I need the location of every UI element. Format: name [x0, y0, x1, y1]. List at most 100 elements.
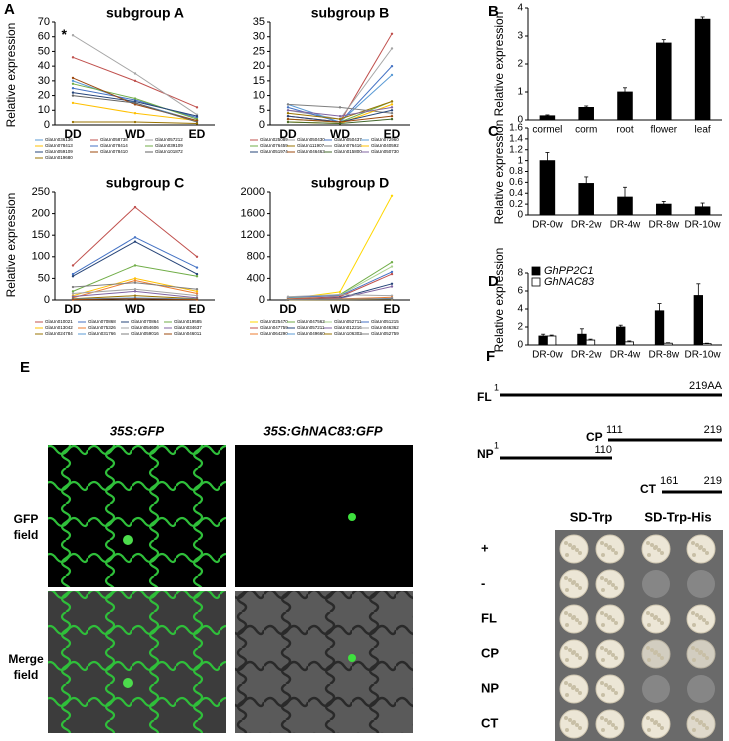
point: [133, 79, 137, 83]
colony-texture: [614, 551, 618, 555]
colony-texture: [647, 553, 651, 557]
y-axis-label: Relative expression: [4, 23, 18, 128]
colony-texture: [646, 611, 650, 615]
colony-texture: [660, 621, 664, 625]
point: [133, 97, 137, 100]
point: [195, 292, 199, 295]
colony-texture: [705, 621, 709, 625]
colony-texture: [578, 726, 582, 730]
point: [390, 47, 394, 50]
colony-texture: [565, 658, 569, 662]
column-header: 35S:GFP: [110, 423, 165, 438]
colony-texture: [600, 611, 604, 615]
colony-texture: [572, 650, 576, 654]
y-tick-label: 1200: [241, 229, 265, 241]
x-tick-label: DR-4w: [610, 220, 641, 231]
y-axis-label: Relative expression: [492, 248, 506, 353]
x-tick-label: DR-8w: [649, 220, 680, 231]
colony-texture: [568, 543, 572, 547]
y-tick-label: 0.6: [509, 177, 523, 188]
bar: [693, 295, 704, 346]
construct-start: 161: [660, 475, 678, 487]
legend-label: GlaUn054606: [131, 325, 159, 330]
y-tick-label: 5: [259, 104, 265, 116]
point: [133, 72, 137, 75]
y-tick-label: 50: [38, 272, 50, 284]
x-tick-label: ED: [189, 127, 206, 141]
legend-label: GlaUn036136: [45, 137, 73, 142]
point: [286, 106, 290, 109]
point: [390, 297, 394, 301]
bar: [702, 343, 712, 346]
point: [390, 194, 394, 197]
x-tick-label: ED: [189, 302, 206, 316]
legend-label: GhPP2C1: [544, 265, 594, 277]
y-tick-label: 0.8: [509, 166, 523, 177]
legend-label: GlaUn078410: [100, 149, 128, 154]
colony-texture: [601, 588, 605, 592]
legend-label: GlaUn057211: [297, 325, 325, 330]
point: [133, 240, 137, 243]
point: [390, 32, 394, 35]
colony-texture: [568, 613, 572, 617]
x-tick-label: DR-0w: [532, 350, 563, 361]
point: [71, 94, 75, 97]
point: [133, 264, 137, 267]
row-label: +: [481, 540, 489, 555]
x-tick-label: DR-8w: [649, 350, 680, 361]
gfp-signal: [48, 445, 226, 587]
y-tick-label: 0: [517, 115, 523, 126]
construct-name: CP: [586, 430, 603, 444]
colony-texture: [564, 541, 568, 545]
colony-texture: [565, 728, 569, 732]
row-label: field: [14, 528, 39, 542]
point: [133, 281, 137, 284]
point: [133, 112, 137, 115]
colony-texture: [564, 611, 568, 615]
colony: [642, 570, 670, 598]
point: [390, 64, 394, 68]
y-tick-label: 0: [44, 119, 50, 131]
y-tick-label: 1.2: [509, 144, 523, 155]
point: [133, 120, 137, 124]
colony-texture: [614, 656, 618, 660]
plate-background: [555, 530, 723, 741]
colony-texture: [575, 723, 579, 727]
point: [195, 122, 199, 125]
colony-texture: [600, 576, 604, 580]
point: [71, 76, 75, 80]
x-tick-label: WD: [330, 302, 350, 316]
point: [195, 294, 199, 297]
x-tick-label: DD: [279, 302, 297, 316]
point: [390, 114, 394, 118]
colony-texture: [657, 548, 661, 552]
x-tick-label: DR-4w: [610, 350, 641, 361]
colony-texture: [611, 653, 615, 657]
point: [133, 205, 137, 209]
colony-texture: [604, 683, 608, 687]
point: [338, 106, 342, 109]
legend-label: GlaUn039109: [155, 143, 183, 148]
y-tick-label: 35: [253, 16, 265, 28]
colony-texture: [608, 615, 612, 619]
point: [71, 290, 75, 293]
colony-texture: [614, 621, 618, 625]
colony-texture: [608, 580, 612, 584]
colony-texture: [702, 548, 706, 552]
y-tick-label: 25: [253, 45, 265, 57]
x-tick-label: WD: [125, 302, 145, 316]
point: [195, 275, 199, 278]
x-tick-label: leaf: [695, 125, 711, 136]
panel-label: A: [4, 1, 15, 18]
series-line: [287, 33, 393, 123]
point: [390, 106, 394, 109]
legend-label: GlaUn050437: [334, 137, 362, 142]
colony-texture: [611, 618, 615, 622]
colony-texture: [600, 541, 604, 545]
colony-texture: [564, 646, 568, 650]
panel-label: E: [20, 359, 30, 376]
legend-swatch: [531, 277, 541, 287]
point: [390, 109, 394, 112]
colony-texture: [601, 658, 605, 662]
y-tick-label: 250: [32, 186, 50, 198]
